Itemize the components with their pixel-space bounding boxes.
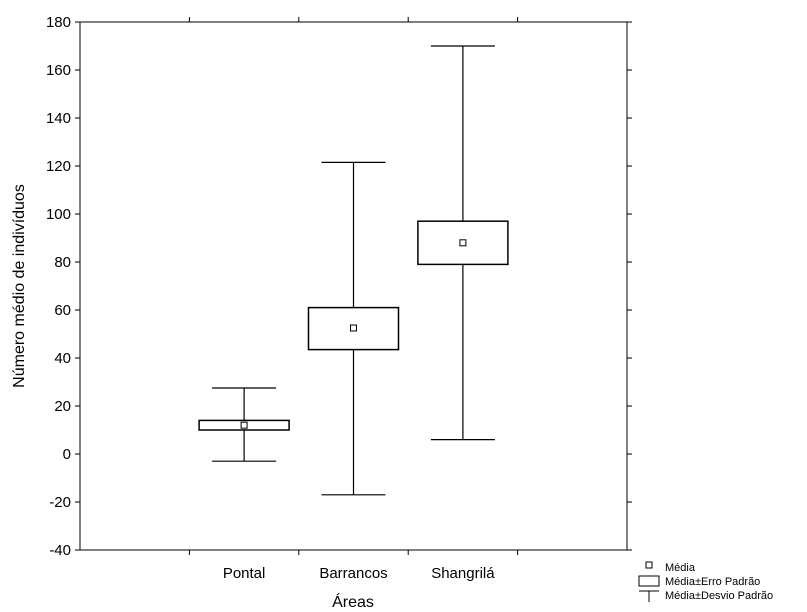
y-tick-label: 160 (46, 62, 71, 79)
x-tick-label: Shangrilá (431, 565, 495, 582)
legend-sd-label: Média±Desvio Padrão (665, 590, 773, 602)
legend-se-label: Média±Erro Padrão (665, 576, 760, 588)
y-tick-label: 140 (46, 110, 71, 127)
box-group (417, 45, 509, 441)
y-tick-label: -20 (49, 494, 71, 511)
legend: Média Média±Erro Padrão Média±Desvio Pad… (638, 561, 773, 602)
x-tick-label: Pontal (223, 565, 266, 582)
y-tick-label: 0 (63, 446, 71, 463)
y-tick-label: 120 (46, 158, 71, 175)
y-tick-label: 180 (46, 14, 71, 31)
y-tick-label: 80 (54, 254, 71, 271)
mean-point (240, 421, 248, 429)
x-tick-label: Barrancos (319, 565, 387, 582)
y-tick-label: 20 (54, 398, 71, 415)
x-axis-title: Áreas (332, 592, 374, 611)
y-tick-label: 60 (54, 302, 71, 319)
y-axis-title: Número médio de indivíduos (11, 184, 28, 388)
y-tick-label: 40 (54, 350, 71, 367)
se-box (417, 220, 509, 266)
legend-mean-marker (645, 561, 653, 569)
box-group (198, 387, 290, 462)
x-axis: Pontal Barrancos Shangrilá (188, 17, 519, 582)
box-series (198, 45, 509, 496)
box-group (307, 161, 400, 496)
legend-mean-label: Média (665, 562, 696, 574)
mean-point (350, 324, 357, 332)
y-tick-label: -40 (49, 542, 71, 559)
y-tick-label: 100 (46, 206, 71, 223)
mean-point (459, 239, 467, 247)
legend-se-marker (638, 575, 660, 587)
y-axis: -40 -20 0 20 40 60 80 100 120 140 160 180 (46, 14, 632, 559)
plot-frame (79, 21, 628, 551)
